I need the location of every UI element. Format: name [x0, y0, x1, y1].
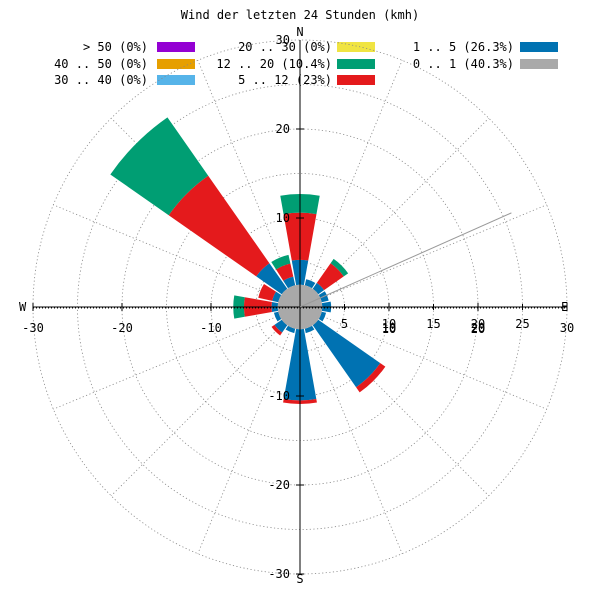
grid-spoke — [197, 306, 301, 554]
y-tick-label: -20 — [268, 478, 290, 492]
sector-wsw-seg1 — [273, 311, 282, 322]
compass-east: E — [561, 300, 568, 314]
wind-sectors — [110, 117, 386, 405]
sector-nne-seg1 — [304, 279, 316, 289]
sector-wnw-seg2 — [258, 284, 276, 301]
grid-spoke — [299, 60, 403, 308]
legend-label: 0 .. 1 (40.3%) — [413, 57, 514, 71]
x-tick-label: 30 — [560, 321, 574, 335]
sector-nnw-seg2 — [276, 263, 294, 281]
sector-nw-seg1 — [256, 263, 288, 295]
legend-label: > 50 (0%) — [83, 40, 148, 54]
sector-se-seg1 — [312, 319, 381, 388]
x-tick-minor-label: 20 — [471, 317, 485, 331]
x-tick-label: -30 — [22, 321, 44, 335]
grid-spoke — [299, 306, 547, 410]
sector-ne-seg1 — [312, 282, 325, 295]
sector-ne-seg3 — [330, 258, 349, 277]
axes — [32, 40, 568, 575]
sector-se-seg2 — [356, 363, 386, 393]
y-tick-label: -30 — [268, 567, 290, 581]
x-tick-minor-label: 25 — [515, 317, 529, 331]
legend-swatch — [520, 42, 558, 52]
legend-swatch — [337, 42, 375, 52]
grid-spoke — [299, 117, 490, 308]
legend-label: 20 .. 30 (0%) — [238, 40, 332, 54]
y-tick-label: 20 — [276, 122, 290, 136]
reference-line — [299, 212, 512, 308]
grid-spoke — [110, 306, 301, 497]
sector-wnw-seg1 — [272, 291, 282, 303]
legend-label: 40 .. 50 (0%) — [54, 57, 148, 71]
sector-nw-seg3 — [110, 117, 209, 216]
x-tick-label: -10 — [200, 321, 222, 335]
legend-label: 5 .. 12 (23%) — [238, 73, 332, 87]
legend-swatch — [157, 75, 195, 85]
sector-sse-seg1 — [304, 325, 315, 334]
x-tick-label: 20 — [471, 321, 485, 335]
x-tick-minor-label: 10 — [382, 317, 396, 331]
legend-swatch — [520, 59, 558, 69]
sector-nw-seg2 — [168, 175, 270, 277]
legend-label: 30 .. 40 (0%) — [54, 73, 148, 87]
x-tick-minor-sublabel: 10 — [382, 322, 396, 336]
legend-label: 12 .. 20 (10.4%) — [216, 57, 332, 71]
compass-west: W — [19, 300, 27, 314]
compass-south: S — [296, 572, 303, 586]
y-tick-label: -10 — [268, 389, 290, 403]
grid-spoke — [299, 306, 490, 497]
y-tick-label: 30 — [276, 33, 290, 47]
sector-nnw-seg3 — [271, 254, 291, 270]
sector-ese-seg1 — [318, 311, 327, 322]
legend-swatch — [337, 59, 375, 69]
legend: > 50 (0%) 20 .. 30 (0%) 1 .. 5 (26.3%) 40 .… — [54, 40, 558, 87]
y-tick-label: 10 — [276, 211, 290, 225]
sector-sw-seg2 — [271, 324, 283, 336]
x-tick-minor-label: 15 — [426, 317, 440, 331]
grid-spoke — [53, 306, 301, 410]
grid-spoke — [197, 60, 301, 308]
x-tick-minor-sublabel: 20 — [471, 322, 485, 336]
legend-label: 1 .. 5 (26.3%) — [413, 40, 514, 54]
x-tick-minor-label: 5 — [341, 317, 348, 331]
legend-swatch — [157, 59, 195, 69]
sector-sw-seg1 — [274, 319, 288, 333]
x-tick-label: 10 — [382, 321, 396, 335]
sector-nnw-seg1 — [283, 276, 296, 289]
sector-ssw-seg1 — [285, 325, 296, 334]
legend-swatch — [337, 75, 375, 85]
grid-spoke — [53, 204, 301, 308]
chart-title: Wind der letzten 24 Stunden (kmh) — [181, 8, 419, 22]
grid-spoke — [299, 204, 547, 308]
sector-ne-seg2 — [316, 263, 344, 291]
compass-north: N — [296, 25, 303, 39]
grid-spoke — [299, 306, 403, 554]
x-tick-label: -20 — [111, 321, 133, 335]
legend-swatch — [157, 42, 195, 52]
